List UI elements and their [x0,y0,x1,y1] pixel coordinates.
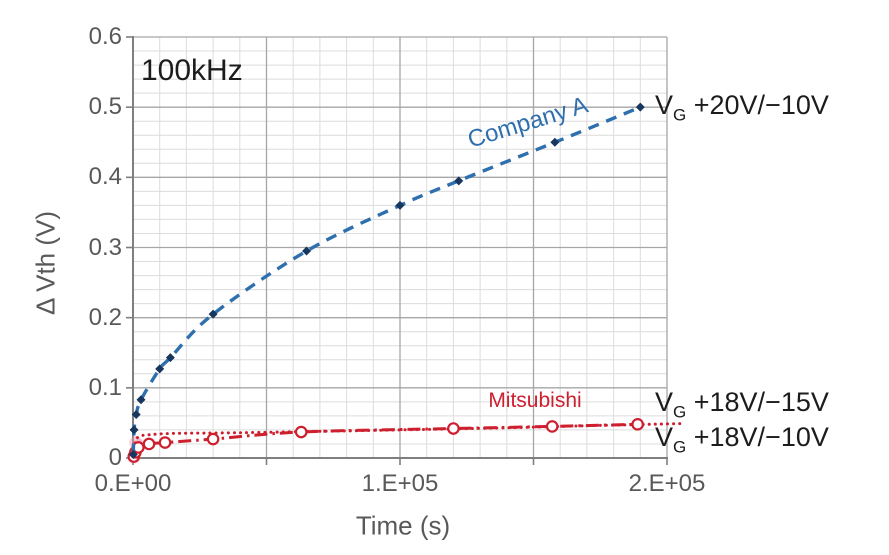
condition-label-vg-plus18-minus10: VG +18V/−10V [655,422,829,457]
y-tick-label: 0.4 [88,163,122,191]
x-tick-label: 0.E+00 [94,470,172,497]
vg-symbol: V [655,90,674,120]
vg-symbol: V [655,387,674,417]
y-tick-label: 0.5 [88,93,122,121]
y-axis-title: Δ Vth (V) [30,210,61,316]
vg-subscript: G [673,402,687,422]
vg-value: +18V/−15V [686,387,829,417]
condition-label-vg-plus18-minus15: VG +18V/−15V [655,387,829,422]
x-tick-label: 1.E+05 [361,470,439,497]
vg-subscript: G [673,437,687,457]
vg-value: +20V/−10V [686,90,829,120]
y-tick-label: 0.6 [88,23,122,50]
x-tick-label: 2.E+05 [628,470,706,497]
x-axis-title: Time (s) [355,510,451,541]
y-tick-label: 0 [108,444,122,471]
frequency-annotation: 100kHz [141,54,243,87]
condition-label-vg-plus20-minus10: VG +20V/−10V [655,90,829,125]
vg-value: +18V/−10V [686,422,829,452]
y-tick-label: 0.1 [88,373,122,401]
y-tick-label: 0.2 [88,303,122,331]
series-label-mitsubishi: Mitsubishi [488,389,582,412]
y-tick-label: 0.3 [88,233,122,261]
vg-subscript: G [673,105,687,125]
vg-symbol: V [655,422,674,452]
